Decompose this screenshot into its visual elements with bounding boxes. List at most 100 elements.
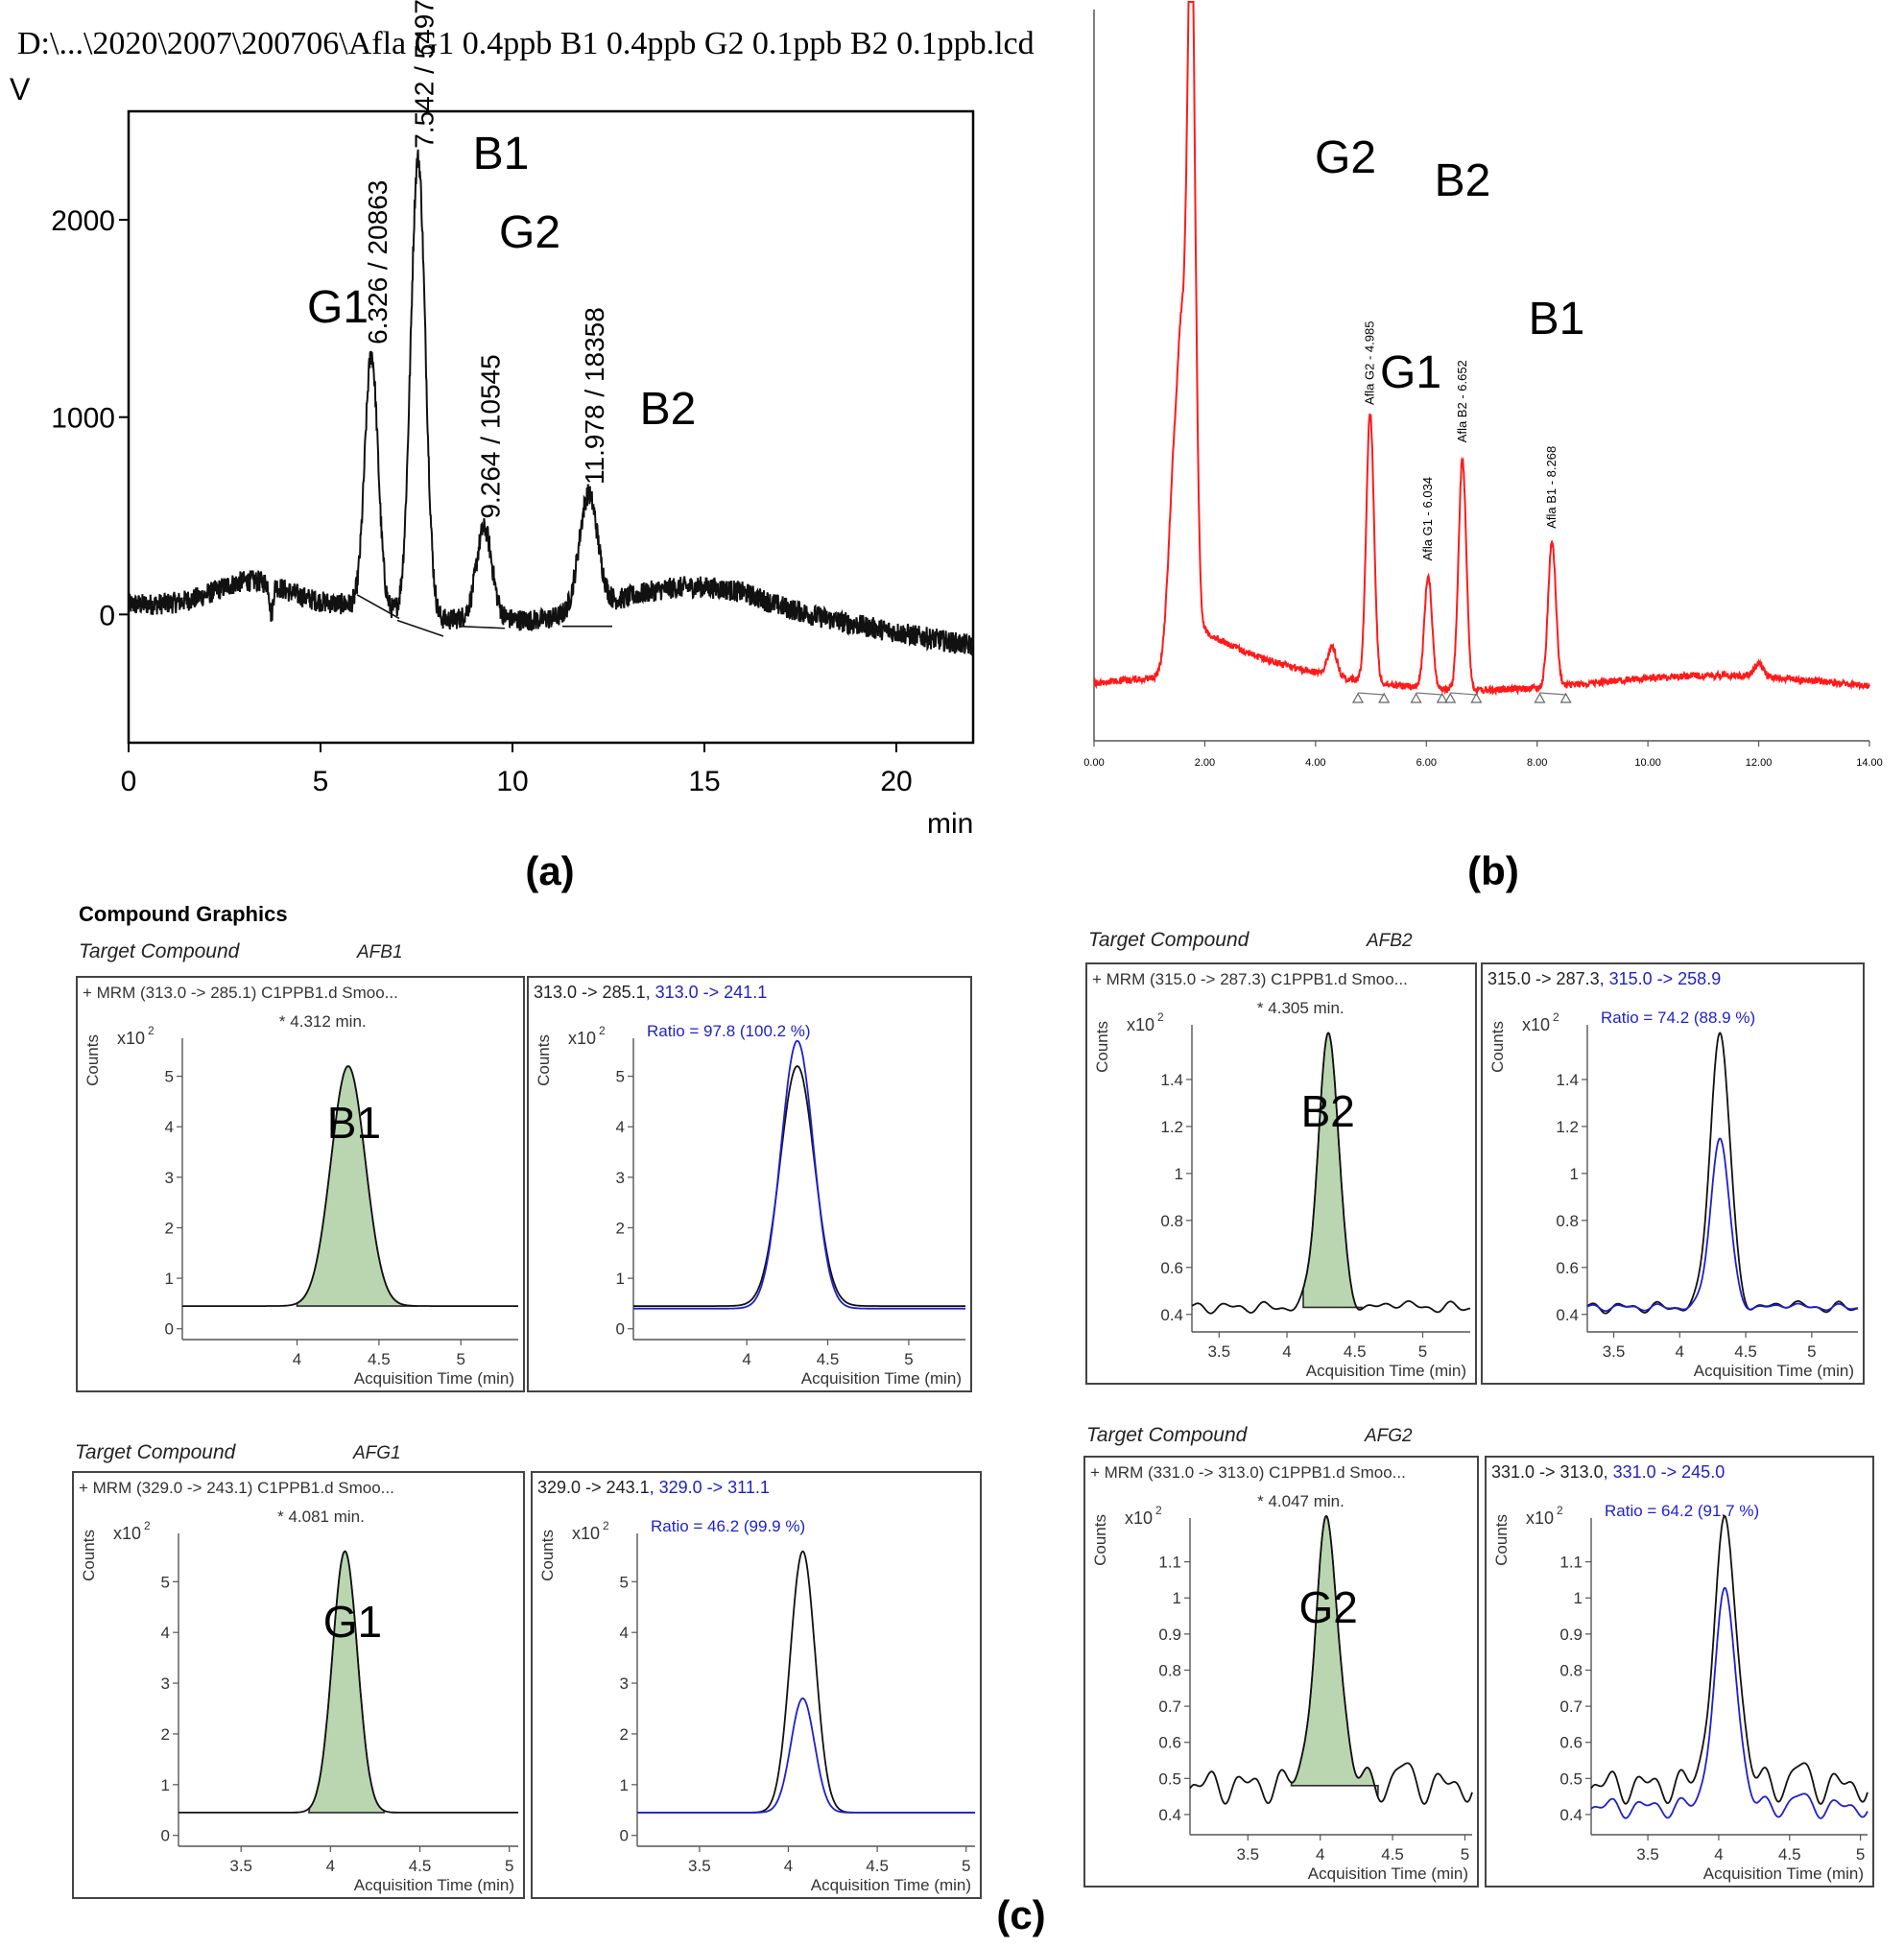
panel-c-compound-AFG1: Target Compound AFG1 + MRM (329.0 -> 243.1… [72,1441,982,1899]
y-tick-label: 0.6 [1160,1259,1183,1277]
y-tick-label: 1.2 [1556,1118,1579,1136]
y-exponent-power: 2 [144,1519,151,1532]
panel-b-peak-annotation-G2: Afla G2 - 4.985 [1363,321,1377,405]
y-tick-label: 0 [161,1827,170,1845]
panel-c-compound-AFB2: Target Compound AFB2 + MRM (315.0 -> 287.3… [1085,929,1865,1385]
x-tick-label: 4 [742,1350,750,1368]
x-axis-label: Acquisition Time (min) [1308,1864,1468,1883]
panel-a-y-tick-label: 1000 [51,403,115,435]
panel-c-quant-plot-AFG1: + MRM (329.0 -> 243.1) C1PPB1.d Smoo... *… [72,1471,525,1899]
x-tick-label: 4.5 [1778,1845,1801,1864]
x-tick-label: 5 [904,1350,913,1368]
x-tick-label: 5 [962,1857,970,1875]
x-tick-label: 4.5 [817,1350,840,1368]
panel-c-qual-plot-AFB1: 313.0 -> 285.1, 313.0 -> 241.1 Ratio = 97… [527,976,972,1392]
y-exponent-power: 2 [1157,1010,1164,1024]
qualifier-trace [637,1697,975,1814]
panel-a-plot-frame [127,109,975,745]
panel-b-integration-marker [1351,692,1365,703]
y-tick-label: 0.5 [1158,1769,1181,1788]
panel-b-integration-baselines [1357,692,1566,696]
panel-c-qual-plot-AFB2: 315.0 -> 287.3, 315.0 -> 258.9 Ratio = 74… [1481,962,1865,1385]
y-axis-label: Counts [538,1530,557,1581]
x-tick-label: 5 [1418,1342,1427,1361]
panel-a-peak-name-B2: B2 [640,384,697,435]
panel-a-hplc-chromatogram: D:\...\2020\2007\200706\Afla G1 0.4ppb B… [10,0,1035,893]
y-tick-label: 3 [620,1674,629,1693]
x-tick-label: 4.5 [866,1857,889,1875]
y-tick-label: 5 [620,1573,629,1591]
panel-a-x-tick-label: 0 [121,766,137,797]
y-tick-label: 1.1 [1559,1554,1583,1572]
x-tick-label: 5 [1461,1845,1469,1864]
y-exponent: x10 [568,1029,596,1048]
y-tick-label: 1 [161,1776,170,1794]
x-tick-label: 4 [1316,1845,1324,1864]
x-axis-label: Acquisition Time (min) [354,1876,514,1894]
panel-a-peak-name-G1: G1 [307,282,369,333]
quantifier-trace [178,1550,518,1814]
target-compound-label: Target Compound [79,940,241,962]
panel-a-peak-annotation-B1: 7.542 / 54973 [410,0,440,149]
y-axis-label: Counts [1492,1514,1511,1566]
y-tick-label: 4 [616,1118,625,1136]
plot-frame [1485,1456,1874,1888]
quant-transition-title: + MRM (313.0 -> 285.1) C1PPB1.d Smoo... [83,984,398,1002]
x-tick-label: 4.5 [409,1857,432,1875]
plot-frame [72,1471,525,1899]
x-axis-label: Acquisition Time (min) [354,1369,514,1388]
panel-a-peak-annotation-G2: 9.264 / 10545 [476,354,506,518]
y-tick-label: 1 [616,1270,625,1288]
panel-c-label: (c) [996,1892,1045,1937]
y-tick-label: 2 [165,1219,174,1237]
peak-name-label: B1 [327,1098,381,1148]
panel-c-qual-plot-AFG1: 329.0 -> 243.1, 329.0 -> 311.1 Ratio = 46… [531,1471,982,1899]
panel-a-peak-name-G2: G2 [499,207,560,258]
y-tick-label: 5 [161,1573,170,1591]
y-tick-label: 0.6 [1559,1734,1583,1752]
y-tick-label: 0.8 [1160,1212,1183,1230]
y-tick-label: 0 [165,1320,174,1339]
panel-a-integration-baselines [356,594,612,637]
qualifier-trace [1586,1137,1858,1313]
panel-a-x-tick-label: 10 [496,766,528,797]
panel-c-quant-plot-AFB1: + MRM (313.0 -> 285.1) C1PPB1.d Smoo... *… [76,976,525,1392]
panel-b-peak-name-B2: B2 [1435,155,1491,206]
plot-frame [527,976,972,1392]
y-exponent: x10 [113,1524,141,1543]
x-axis-label: Acquisition Time (min) [1703,1864,1864,1883]
x-tick-label: 4.5 [1381,1845,1404,1864]
x-tick-label: 4 [293,1350,301,1368]
quant-transition-title: + MRM (329.0 -> 243.1) C1PPB1.d Smoo... [79,1479,394,1497]
panel-b-integration-marker [1559,692,1572,703]
y-tick-label: 0.9 [1158,1626,1181,1644]
y-tick-label: 3 [165,1169,174,1187]
panel-c-lcmsms-mrm-chromatograms: Compound Graphics Target Compound AFB1 + M… [72,902,1874,1937]
x-tick-label: 3.5 [1603,1342,1626,1361]
y-axis-label: Counts [83,1034,102,1086]
y-exponent-power: 2 [1557,1504,1563,1517]
panel-b-x-tick-label: 6.00 [1416,757,1437,769]
target-compound-code: AFG2 [1364,1426,1413,1446]
y-tick-label: 1 [1570,1165,1579,1183]
y-tick-label: 0.4 [1160,1306,1183,1324]
target-compound-label: Target Compound [1088,929,1250,951]
x-tick-label: 4 [1282,1342,1291,1361]
x-tick-label: 5 [457,1350,465,1368]
y-tick-label: 5 [165,1068,174,1086]
x-tick-label: 4 [326,1857,335,1875]
target-compound-label: Target Compound [1086,1424,1249,1446]
panel-a-y-tick-label: 2000 [51,205,115,237]
panel-b-integration-marker [1410,692,1422,703]
y-exponent: x10 [1125,1508,1153,1528]
retention-time-label: * 4.305 min. [1257,999,1345,1017]
panel-a-y-tick-label: 0 [99,600,115,631]
quantifier-overlay-trace [633,1065,965,1307]
target-compound-label: Target Compound [75,1441,237,1463]
plot-frame [1481,962,1865,1385]
y-exponent: x10 [572,1524,600,1543]
panel-b-peak-annotation-G1: Afla G1 - 6.034 [1420,477,1435,560]
panel-c-header: Compound Graphics [79,902,288,926]
x-axis-label: Acquisition Time (min) [811,1876,971,1894]
